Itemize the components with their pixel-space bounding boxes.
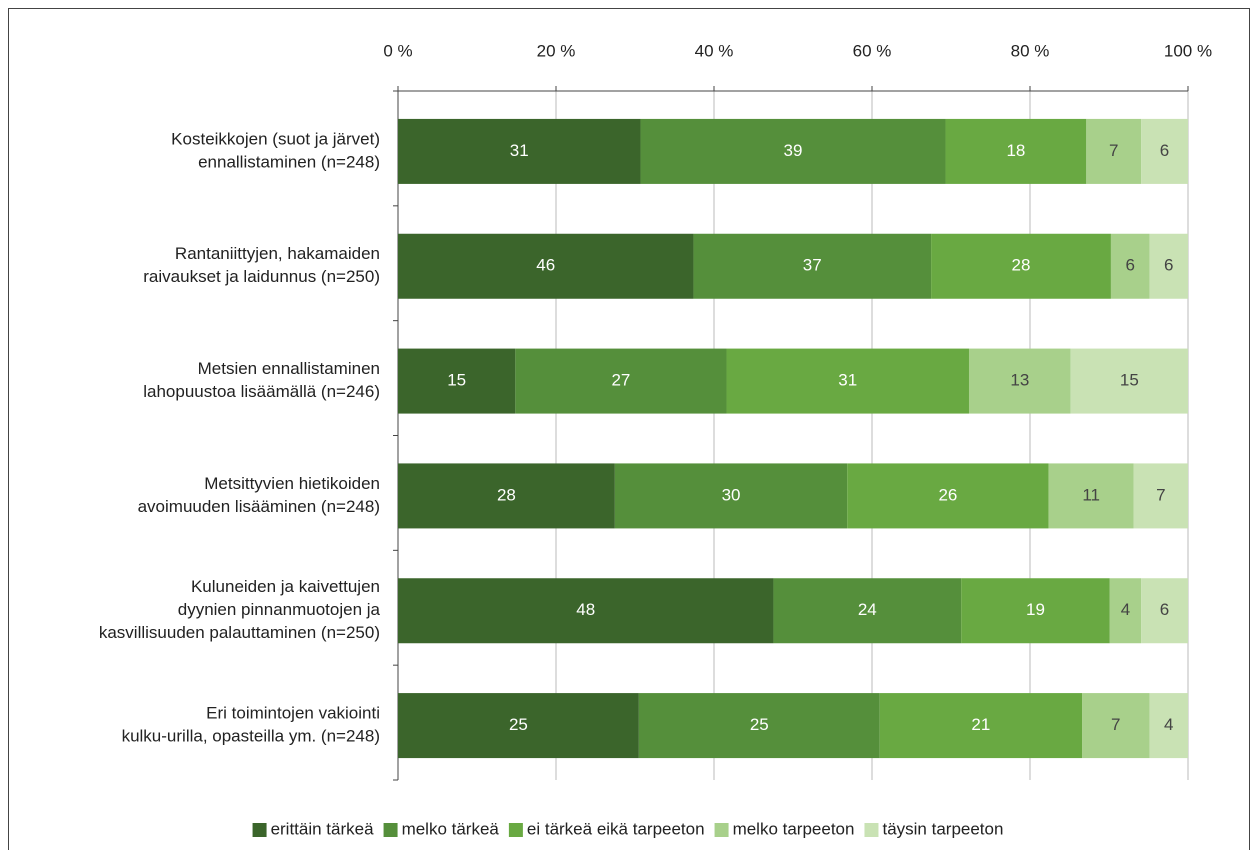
bar: [1149, 693, 1188, 759]
data-label: 6: [1160, 600, 1169, 619]
data-label: 6: [1164, 256, 1173, 275]
data-label: 28: [1012, 256, 1031, 275]
y-tick-label: Eri toimintojen vakiointi: [206, 704, 380, 723]
data-label: 48: [576, 600, 595, 619]
y-tick-label: Metsien ennallistaminen: [198, 359, 380, 378]
bar: [1149, 233, 1188, 299]
data-label: 15: [1120, 371, 1139, 390]
bar: [1048, 463, 1134, 529]
data-label: 7: [1111, 715, 1120, 734]
x-tick-label: 60 %: [853, 41, 892, 60]
bar: [398, 463, 615, 529]
data-label: 19: [1026, 600, 1045, 619]
bar: [879, 693, 1083, 759]
data-label: 24: [858, 600, 877, 619]
y-tick-label: lahopuustoa lisäämällä (n=246): [143, 382, 380, 401]
bar: [1086, 118, 1142, 184]
legend: erittäin tärkeä melko tärkeä ei tärkeä eik…: [252, 819, 1003, 838]
data-label: 15: [447, 371, 466, 390]
data-label: 11: [1082, 485, 1100, 504]
x-tick-label: 20 %: [537, 41, 576, 60]
data-label: 13: [1010, 371, 1029, 390]
legend-label: ei tärkeä eikä tarpeeton: [527, 819, 705, 838]
bar: [773, 578, 962, 644]
bar: [614, 463, 848, 529]
y-tick-label: Metsittyvien hietikoiden: [204, 474, 380, 493]
bar: [1082, 693, 1150, 759]
bar: [515, 348, 727, 414]
x-tick-label: 40 %: [695, 41, 734, 60]
bar: [398, 693, 639, 759]
data-label: 31: [510, 141, 529, 160]
legend-swatch: [252, 823, 267, 837]
x-tick-label: 80 %: [1011, 41, 1050, 60]
data-label: 46: [536, 256, 555, 275]
bar: [1109, 578, 1142, 644]
bar: [398, 578, 774, 644]
bar: [968, 348, 1071, 414]
data-label: 6: [1125, 256, 1134, 275]
legend-swatch: [508, 823, 523, 837]
bar: [640, 118, 946, 184]
x-tick-label: 0 %: [383, 41, 412, 60]
bar: [847, 463, 1049, 529]
data-label: 30: [722, 485, 741, 504]
bar: [693, 233, 932, 299]
data-label: 25: [509, 715, 528, 734]
y-tick-label: Rantaniittyjen, hakamaiden: [175, 244, 380, 263]
bar: [961, 578, 1110, 644]
legend-swatch: [864, 823, 879, 837]
data-label: 7: [1156, 485, 1165, 504]
bar: [1141, 118, 1188, 184]
legend-label: erittäin tärkeä: [271, 819, 375, 838]
bar: [1110, 233, 1150, 299]
data-label: 28: [497, 485, 516, 504]
y-tick-label: dyynien pinnanmuotojen ja: [178, 600, 381, 619]
data-label: 7: [1109, 141, 1118, 160]
bar: [945, 118, 1087, 184]
data-label: 26: [938, 485, 957, 504]
data-label: 4: [1164, 715, 1173, 734]
data-label: 6: [1160, 141, 1169, 160]
y-tick-label: kulku-urilla, opasteilla ym. (n=248): [122, 727, 380, 746]
legend-label: melko tärkeä: [402, 819, 500, 838]
data-label: 27: [611, 371, 630, 390]
y-tick-label: Kuluneiden ja kaivettujen: [191, 577, 380, 596]
data-label: 25: [750, 715, 769, 734]
data-label: 21: [971, 715, 990, 734]
y-tick-label: kasvillisuuden palauttaminen (n=250): [99, 623, 380, 642]
legend-label: täysin tarpeeton: [882, 819, 1003, 838]
y-tick-label: raivaukset ja laidunnus (n=250): [143, 267, 380, 286]
bar: [1133, 463, 1188, 529]
bar: [931, 233, 1111, 299]
y-tick-label: Kosteikkojen (suot ja järvet): [171, 129, 380, 148]
legend-swatch: [383, 823, 398, 837]
x-tick-label: 100 %: [1164, 41, 1212, 60]
bar: [1141, 578, 1188, 644]
data-label: 37: [803, 256, 822, 275]
data-label: 18: [1006, 141, 1025, 160]
data-label: 31: [838, 371, 857, 390]
bar: [398, 348, 516, 414]
y-tick-label: ennallistaminen (n=248): [198, 152, 380, 171]
data-label: 4: [1121, 600, 1130, 619]
legend-swatch: [714, 823, 729, 837]
bar: [1070, 348, 1188, 414]
bar: [398, 233, 694, 299]
bar: [398, 118, 641, 184]
y-tick-label: avoimuuden lisääminen (n=248): [138, 497, 380, 516]
data-label: 39: [784, 141, 803, 160]
legend-label: melko tarpeeton: [733, 819, 855, 838]
bar: [726, 348, 969, 414]
bar: [638, 693, 880, 759]
